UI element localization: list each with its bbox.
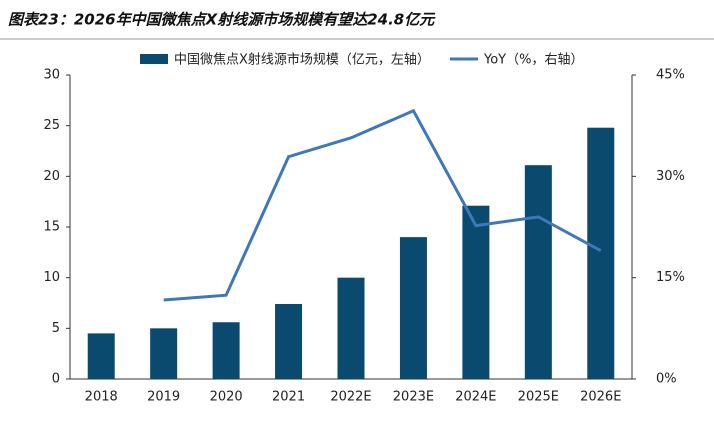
x-tick-label: 2018 (85, 390, 118, 405)
y2-tick-label: 0% (656, 372, 677, 387)
y-tick-label: 20 (43, 169, 60, 184)
x-tick-label: 2021 (272, 390, 305, 405)
y-tick-label: 30 (43, 68, 60, 83)
bar (587, 127, 615, 380)
y-tick-label: 5 (52, 321, 60, 336)
yoy-line (163, 108, 602, 302)
y-tick-label: 10 (43, 270, 60, 285)
legend-label: YoY（%，右轴） (483, 53, 583, 68)
bar (212, 322, 240, 379)
bar (524, 165, 552, 379)
legend-swatch (140, 54, 168, 64)
bar (275, 304, 303, 379)
bar (399, 237, 427, 379)
x-tick-label: 2020 (210, 390, 243, 405)
y-tick-label: 25 (43, 118, 60, 133)
x-tick-label: 2022E (330, 390, 371, 405)
bar (87, 333, 115, 379)
y2-tick-label: 15% (656, 270, 685, 285)
x-tick-label: 2024E (455, 390, 496, 405)
legend-label: 中国微焦点X射线源市场规模（亿元，左轴） (174, 52, 430, 68)
x-tick-label: 2023E (393, 390, 434, 405)
y2-tick-label: 30% (656, 169, 685, 184)
y2-tick-label: 45% (656, 68, 685, 83)
x-tick-label: 2019 (147, 390, 180, 405)
y-tick-label: 0 (52, 372, 60, 387)
chart-title: 图表23：2026年中国微焦点X射线源市场规模有望达24.8亿元 (8, 11, 436, 29)
bar (150, 328, 178, 379)
bar (462, 205, 490, 379)
bar (337, 277, 365, 379)
x-tick-label: 2026E (580, 390, 621, 405)
y-tick-label: 15 (43, 220, 60, 235)
x-tick-label: 2025E (518, 390, 559, 405)
